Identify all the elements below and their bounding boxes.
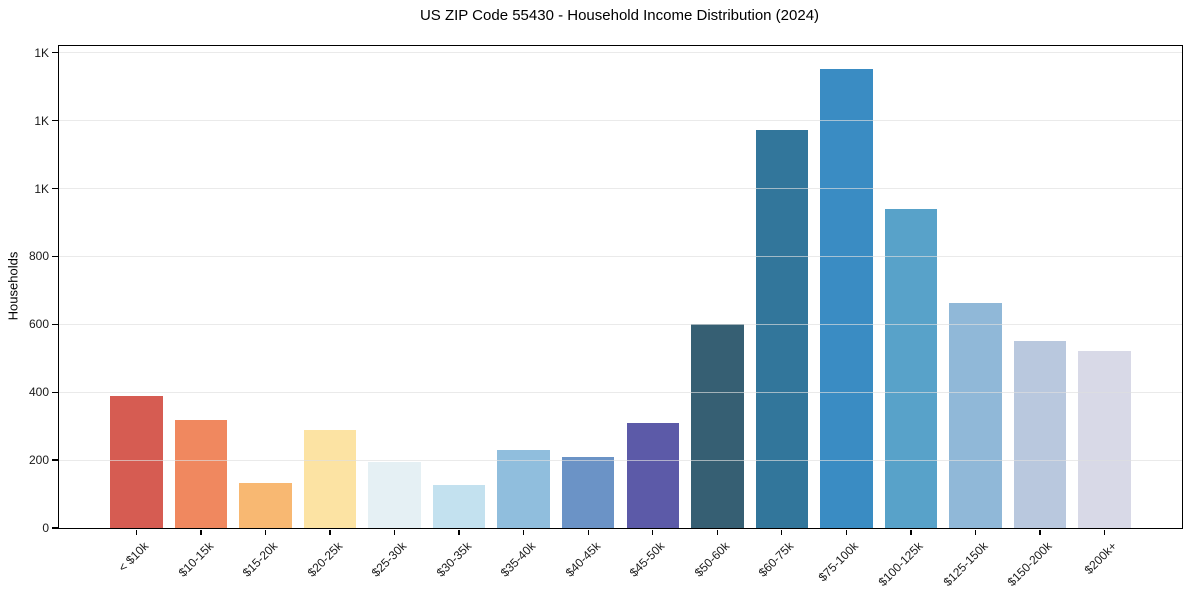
x-tick-label: $50-60k xyxy=(691,539,733,580)
y-tick-label: 1K xyxy=(34,113,49,128)
y-tick-label: 0 xyxy=(42,521,49,535)
x-tick-mark xyxy=(974,529,977,535)
bar xyxy=(691,323,744,528)
x-tick-label: $30-35k xyxy=(433,539,475,580)
bar xyxy=(239,482,292,528)
x-tick-label: $35-40k xyxy=(498,539,539,580)
x-tick-label: $125-150k xyxy=(940,539,991,590)
x-tick-label: < $10k xyxy=(115,539,152,575)
x-tick-label: $150-200k xyxy=(1004,539,1055,590)
gridline xyxy=(59,255,1182,257)
y-tick-label: 600 xyxy=(28,317,49,332)
x-tick-label: $15-20k xyxy=(239,539,281,580)
y-tick-mark xyxy=(52,52,58,54)
bar xyxy=(174,420,228,528)
y-tick-label: 1K xyxy=(34,181,49,196)
grid-layer xyxy=(59,46,1182,528)
bar xyxy=(1013,340,1067,528)
y-tick-label: 800 xyxy=(28,249,49,264)
bar xyxy=(755,129,809,528)
bar xyxy=(432,484,486,528)
bar xyxy=(561,457,615,528)
x-tick-mark xyxy=(135,529,138,535)
x-tick-mark xyxy=(200,529,202,535)
bar xyxy=(626,423,679,528)
bar xyxy=(110,395,163,528)
x-tick-label: $200k+ xyxy=(1081,539,1120,577)
x-tick-mark xyxy=(264,529,267,535)
y-tick-mark xyxy=(52,255,58,258)
x-tick-label: $100-125k xyxy=(875,539,926,590)
plot-area: 0 200 400 600 800 1K 1K 1K < $10k $10-15k $15-20k $… xyxy=(29,45,1183,589)
bar xyxy=(497,450,550,528)
y-axis-label: Households xyxy=(5,251,21,321)
y-tick-mark xyxy=(52,323,58,325)
x-tick-mark xyxy=(781,529,783,535)
x-tick-label: $45-50k xyxy=(627,539,668,580)
gridline xyxy=(59,391,1182,393)
y-tick-mark xyxy=(52,459,58,461)
x-tick-label: $25-30k xyxy=(368,539,410,580)
x-tick-label: $10-15k xyxy=(175,539,216,580)
bar xyxy=(368,462,421,528)
x-tick-mark xyxy=(329,529,331,535)
x-tick-mark xyxy=(652,529,654,535)
y-tick-label: 400 xyxy=(28,385,49,400)
x-tick-mark xyxy=(716,529,718,535)
chart-title: US ZIP Code 55430 - Household Income Dis… xyxy=(419,7,820,24)
bar xyxy=(949,302,1002,528)
x-tick-mark xyxy=(845,529,848,535)
x-tick-label: $75-100k xyxy=(816,539,862,585)
bar xyxy=(820,69,873,528)
y-tick-mark xyxy=(52,187,58,190)
x-tick-mark xyxy=(910,529,912,535)
x-tick-mark xyxy=(523,529,525,535)
x-tick-mark xyxy=(393,529,396,535)
gridline xyxy=(59,459,1182,461)
bar xyxy=(884,209,938,528)
gridline xyxy=(59,120,1182,122)
x-tick-label: $40-45k xyxy=(562,539,604,580)
gridline xyxy=(59,52,1182,54)
bar xyxy=(1078,350,1131,528)
y-tick-mark xyxy=(52,391,58,393)
gridline xyxy=(59,188,1182,190)
bars-layer xyxy=(59,46,1182,528)
bar xyxy=(303,430,357,528)
x-tick-label: $20-25k xyxy=(304,539,345,580)
gridline xyxy=(59,323,1182,325)
y-tick-label: 1K xyxy=(34,45,49,60)
x-tick-mark xyxy=(1039,529,1041,535)
y-tick-label: 200 xyxy=(28,453,49,468)
x-tick-mark xyxy=(587,529,589,535)
y-tick-mark xyxy=(52,120,58,122)
x-tick-mark xyxy=(458,529,460,535)
y-tick-mark xyxy=(52,527,58,529)
x-tick-label: $60-75k xyxy=(756,539,797,580)
x-tick-mark xyxy=(1103,529,1106,535)
